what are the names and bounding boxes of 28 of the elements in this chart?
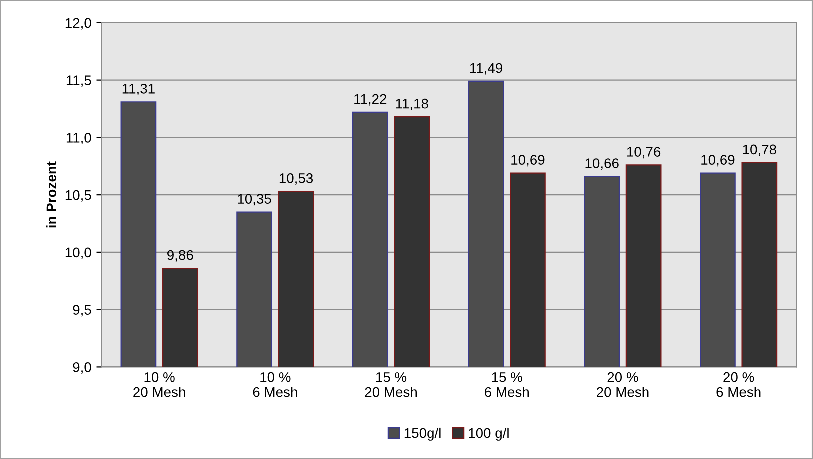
- x-tick-label: 20 % 20 Mesh: [597, 372, 649, 398]
- x-tick-label: 15 % 20 Mesh: [365, 372, 417, 398]
- x-tick-label: 20 % 6 Mesh: [716, 372, 761, 398]
- y-tick-label: 10,5: [66, 190, 92, 202]
- data-label: 11,49: [470, 63, 502, 75]
- legend-label: 150g/l: [404, 428, 441, 441]
- x-tick-label: 10 % 6 Mesh: [253, 372, 298, 398]
- data-label: 11,22: [354, 94, 387, 106]
- data-label: 10,69: [702, 155, 735, 167]
- data-label: 10,69: [512, 155, 545, 167]
- data-label: 9,86: [168, 250, 194, 262]
- y-tick-label: 10,0: [66, 248, 92, 260]
- data-label: 10,66: [586, 158, 619, 170]
- y-tick-label: 9,0: [73, 362, 92, 374]
- data-label: 10,35: [238, 194, 272, 206]
- y-tick-label: 12,0: [66, 18, 92, 30]
- data-label: 11,31: [122, 84, 155, 96]
- y-axis-title: in Prozent: [46, 162, 57, 228]
- data-label: 10,53: [280, 173, 314, 185]
- legend-label: 100 g/l: [469, 428, 509, 441]
- y-tick-label: 9,5: [73, 305, 92, 317]
- data-label: 10,78: [743, 144, 776, 156]
- x-tick-label: 10 % 20 Mesh: [134, 372, 186, 398]
- x-tick-label: 15 % 6 Mesh: [485, 372, 529, 398]
- data-label: 11,18: [396, 98, 428, 110]
- y-tick-label: 11,0: [66, 133, 92, 145]
- y-tick-label: 11,5: [66, 76, 92, 88]
- data-label: 10,76: [627, 147, 661, 159]
